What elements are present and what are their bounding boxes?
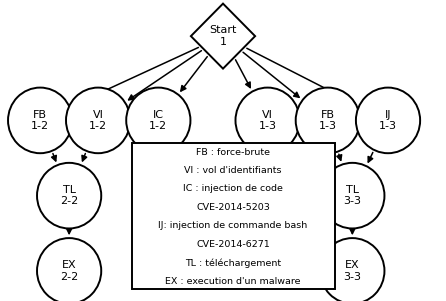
Ellipse shape [66, 88, 130, 153]
Text: IC
1-2: IC 1-2 [149, 110, 167, 131]
Text: IC : injection de code: IC : injection de code [183, 185, 283, 194]
Text: Start
1: Start 1 [209, 25, 237, 47]
Text: VI
1-3: VI 1-3 [259, 110, 277, 131]
Text: FB
1-3: FB 1-3 [319, 110, 337, 131]
Text: VI : vol d'identifiants: VI : vol d'identifiants [184, 166, 282, 175]
Ellipse shape [126, 88, 190, 153]
Ellipse shape [320, 163, 384, 228]
Text: EX
2-2: EX 2-2 [60, 260, 78, 282]
Ellipse shape [37, 163, 101, 228]
Text: CVE-2014-6271: CVE-2014-6271 [196, 240, 270, 249]
Ellipse shape [235, 88, 300, 153]
Text: EX : execution d'un malware: EX : execution d'un malware [165, 277, 301, 286]
Text: IJ
1-3: IJ 1-3 [379, 110, 397, 131]
Text: CVE-2014-5203: CVE-2014-5203 [196, 203, 270, 212]
Text: IJ: injection de commande bash: IJ: injection de commande bash [158, 222, 308, 231]
Ellipse shape [37, 238, 101, 301]
Polygon shape [191, 4, 255, 69]
Text: TL
3-3: TL 3-3 [343, 185, 361, 206]
FancyBboxPatch shape [132, 143, 334, 289]
Text: VI
1-2: VI 1-2 [89, 110, 107, 131]
Text: TL : téléchargement: TL : téléchargement [185, 258, 281, 268]
Ellipse shape [356, 88, 420, 153]
Text: FB : force-brute: FB : force-brute [196, 147, 270, 157]
Text: FB
1-2: FB 1-2 [31, 110, 49, 131]
Ellipse shape [8, 88, 72, 153]
Text: EX
3-3: EX 3-3 [343, 260, 361, 282]
Text: TL
2-2: TL 2-2 [60, 185, 78, 206]
Ellipse shape [320, 238, 384, 301]
Ellipse shape [296, 88, 360, 153]
